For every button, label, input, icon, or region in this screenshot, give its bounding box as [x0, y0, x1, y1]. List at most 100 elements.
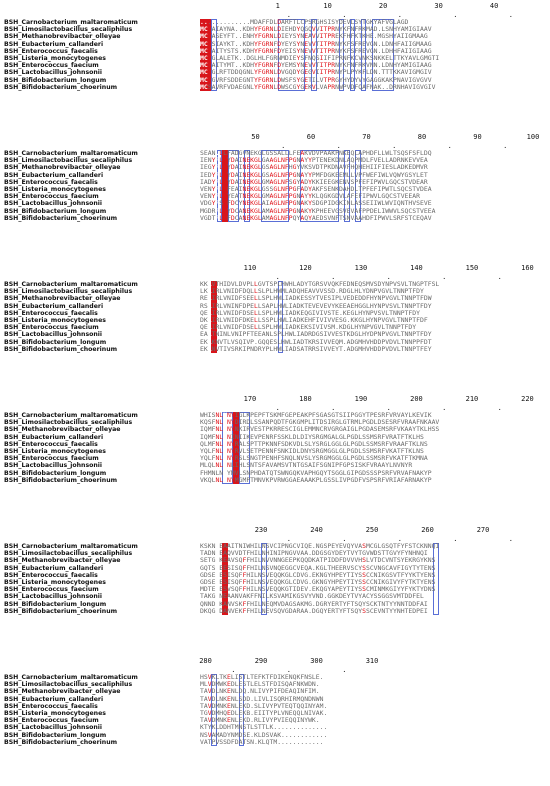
- sequence-name: BSH_Enterococcus_faecalis: [4, 47, 98, 55]
- position-tick-label: 270: [476, 526, 490, 534]
- position-tick-label: 160: [521, 264, 534, 272]
- aligned-sequence-row: MGDRPLYYDCANEKGLAMAGLNFPGNAKYKPHEEVGSVEV…: [200, 206, 436, 215]
- sequence-name: BSH_Enterococcus_faecalis: [4, 571, 98, 579]
- aligned-sequence-row: FHMNLNNYMVLSNPHDATQTSWNGQKVAPHGQYTSGGLGI…: [200, 468, 432, 477]
- aligned-sequence-row: KKLVTHIDVLDVPLLGVTSPLHWHLADYTGRSVVQKFEDN…: [200, 280, 440, 288]
- aligned-sequence-row: TAKGENEAANVAKFFNILKSVAMIKGSVYVND.GGKDEYT…: [200, 592, 424, 601]
- conservation-shading: [200, 281, 545, 353]
- position-tick-dot: .: [392, 142, 397, 150]
- aligned-sequence-row: MCTGVRFSDDEGNTYFGRNLDWSFSYGETILVTPRGYHYD…: [200, 75, 432, 84]
- position-tick-label: 100: [526, 133, 540, 141]
- aligned-sequence-row: MCTSIAYKT..KDHYFGRNFDYEYSYNEVVTITPRNYKFS…: [200, 39, 432, 48]
- aligned-sequence-row: GDSEEESISQFFHILNSVEQQKGLCDVG.EKNGYHPEYTI…: [200, 570, 436, 579]
- position-tick-label: 230: [254, 526, 268, 534]
- aligned-sequence-row: TGVDMHQEDLEKB.EIITYPLVNEQQLNIVAK.: [200, 708, 328, 717]
- sequence-name: BSH_Enterococcus_faecium: [4, 455, 99, 463]
- position-ruler: 170 180 190 200 210 220.....: [200, 395, 545, 412]
- conservation-shading: [200, 412, 545, 484]
- sequence-name: BSH_Listeria_monocytogenes: [4, 185, 106, 193]
- sequence-name: BSH_Bifidobacterium_choerinum: [4, 607, 118, 615]
- alignment-block: 230 240 250 260 270..... BSH_Carnobacterium_m…: [0, 524, 550, 649]
- position-tick-label: 40: [489, 2, 499, 10]
- position-tick-label: 140: [410, 264, 423, 272]
- alignment-block: 280 290 300 310... BSH_Carnobacterium_maltar…: [0, 655, 550, 780]
- similar-column-box: [261, 150, 289, 222]
- position-ruler: 50 60 70 80 90 100.....: [200, 133, 545, 150]
- position-tick-dot: .: [453, 11, 458, 19]
- similar-column-box: [261, 543, 267, 615]
- sequence-names: BSH_Carnobacterium_maltaromaticum BSH_Lim…: [4, 150, 200, 222]
- aligned-sequence-row: QELIRLVNIDFDSELLSPLHWLIADKEKSIVIVSM.KDGL…: [200, 323, 417, 332]
- position-tick-dot: .: [497, 273, 502, 281]
- position-tick-dot: .: [342, 535, 347, 543]
- position-tick-dot: .: [281, 142, 286, 150]
- sequence-name: BSH_Lactobacillus_johnsonii: [4, 462, 103, 470]
- similar-column-box: [238, 412, 250, 484]
- aligned-sequence-row: MDTEEESVSQFFHILNSVEQQKGTIDEV.EKQGYAPEYTI…: [200, 585, 436, 594]
- position-tick-label: 240: [310, 526, 323, 534]
- sequence-names: BSH_Carnobacterium_maltaromaticum BSH_Lim…: [4, 412, 200, 484]
- similar-column-box: [372, 19, 395, 91]
- identical-column-highlight: [222, 150, 228, 222]
- sequence-name: BSH_Bifidobacterium_longum: [4, 338, 107, 346]
- conservation-shading: [200, 19, 545, 91]
- aligned-sequences: WHISNLNNYIGLKPEPFTSKMFGEPEAKPFSGASGTSIIP…: [200, 411, 545, 484]
- position-tick-label: 250: [365, 526, 379, 534]
- aligned-sequence-row: EALTNINLVNIPFTEEANLSPLHWLIADRDGSIVVESTKD…: [200, 330, 432, 339]
- aligned-sequence-row: TAVDLNKENLSDD.LIVLISQRHIRMQNDNWN: [200, 694, 324, 703]
- aligned-sequences: KSKNEEAAITNIWHILNSVCIPNGCVIQE.NGSPEYEVQY…: [200, 542, 545, 615]
- aligned-sequence-row: MCTGLRFTDDQGNLYFGRNLDVGQDYGEGVIITPRNYPLP…: [200, 68, 432, 77]
- sequence-name: BSH_Lactobacillus_johnsonii: [4, 724, 103, 732]
- sequence-name: BSH_Carnobacterium_maltaromaticum: [4, 19, 138, 26]
- position-tick-dot: .: [497, 404, 502, 412]
- sequence-name: BSH_Limosilactobacillus_secaliphilus: [4, 157, 133, 165]
- similar-column-box: [344, 150, 350, 222]
- sequence-name: BSH_Methanobrevibacter_olleyae: [4, 688, 121, 696]
- aligned-sequence-row: YQLFNLNNYRSLSNGTPENHFSNQLNVSLYSRGMGGLGLP…: [200, 454, 428, 463]
- position-tick-dot: .: [386, 404, 391, 412]
- aligned-sequence-row: MCTAIAYNA..KDHYFGRNLDIEHDYQGQVVITPRNYKFN…: [200, 25, 432, 34]
- sequence-names: BSH_Carnobacterium_maltaromaticum BSH_Lim…: [4, 674, 200, 746]
- alignment-block: 110 120 130 140 150 160..... BSH_Carnobacteriu…: [0, 262, 550, 387]
- sequence-name: BSH_Limosilactobacillus_secaliphilus: [4, 550, 133, 558]
- sequence-name: BSH_Lactobacillus_johnsonii: [4, 69, 103, 77]
- aligned-sequence-row: MCTGLALETK..DGLHLFGRNMDIEYSFNQSIIFIPRNFK…: [200, 53, 440, 62]
- sequence-name: BSH_Bifidobacterium_longum: [4, 600, 107, 608]
- sequence-name: BSH_Listeria_monocytogenes: [4, 709, 106, 717]
- aligned-sequence-row: HSVKLTKELISTLTEFKTFDIKENQKFNSLE.: [200, 673, 324, 681]
- position-tick-dot: .: [286, 11, 291, 19]
- sequence-name: BSH_Eubacterium_callanderi: [4, 564, 104, 572]
- aligned-sequence-row: IQMFNLNNINIIKEVPENRFSSKLDLDIYSRGMGALGLPG…: [200, 432, 424, 441]
- aligned-sequence-row: DKQGEDANVEKFFHILNEVSQVGDARAA.DGQYERTYFTS…: [200, 606, 428, 615]
- position-tick-dot: .: [453, 535, 458, 543]
- aligned-sequences: KKLVTHIDVLDVPLLGVTSPLHWHLADYTGRSVVQKFEDN…: [200, 280, 545, 353]
- position-tick-dot: .: [386, 273, 391, 281]
- aligned-sequence-row: RELIRLVNIDFSEELLSPLHWLIADKESSYTVESIPLVED…: [200, 294, 432, 303]
- position-tick-label: 10: [323, 2, 332, 10]
- sequence-name: BSH_Listeria_monocytogenes: [4, 447, 106, 455]
- aligned-sequence-row: QELIRLVNIDFDSELLSPLHWLIADKEQGIVIVSTE.KEG…: [200, 308, 420, 317]
- position-tick-dot: .: [336, 142, 341, 150]
- aligned-sequence-row: TAVDMNKENLEKD.SLIVYPVTEQTQQINYAM.: [200, 701, 328, 710]
- similar-column-box: [277, 281, 284, 353]
- position-ruler: 1 10 20 30 40.....: [200, 2, 545, 19]
- sequence-name: BSH_Bifidobacterium_longum: [4, 469, 107, 477]
- aligned-sequence-row: VENYPLYYEATNEKGLGMAGLNFPGNAYYKLQGKGDVLAF…: [200, 192, 420, 201]
- sequence-name: BSH_Enterococcus_faecium: [4, 324, 99, 332]
- sequence-name: BSH_Listeria_monocytogenes: [4, 54, 106, 62]
- position-tick-label: 170: [243, 395, 257, 403]
- sequence-name: BSH_Methanobrevibacter_olleyae: [4, 557, 121, 565]
- sequence-name: BSH_Bifidobacterium_choerinum: [4, 83, 118, 91]
- position-tick-dot: .: [503, 142, 508, 150]
- sequence-name: BSH_Methanobrevibacter_olleyae: [4, 426, 121, 434]
- position-tick-label: 210: [465, 395, 479, 403]
- similar-column-box: [216, 150, 223, 222]
- alignment-block: 1 10 20 30 40..... BSH_Carnobacterium_maltaro…: [0, 0, 550, 125]
- position-tick-label: 90: [473, 133, 482, 141]
- sequence-name: BSH_Eubacterium_callanderi: [4, 433, 104, 441]
- sequence-name: BSH_Enterococcus_faecalis: [4, 309, 98, 317]
- similar-column-box: [311, 19, 317, 91]
- conservation-shading: [200, 674, 545, 746]
- position-tick-dot: .: [508, 535, 513, 543]
- similar-column-box: [211, 674, 217, 746]
